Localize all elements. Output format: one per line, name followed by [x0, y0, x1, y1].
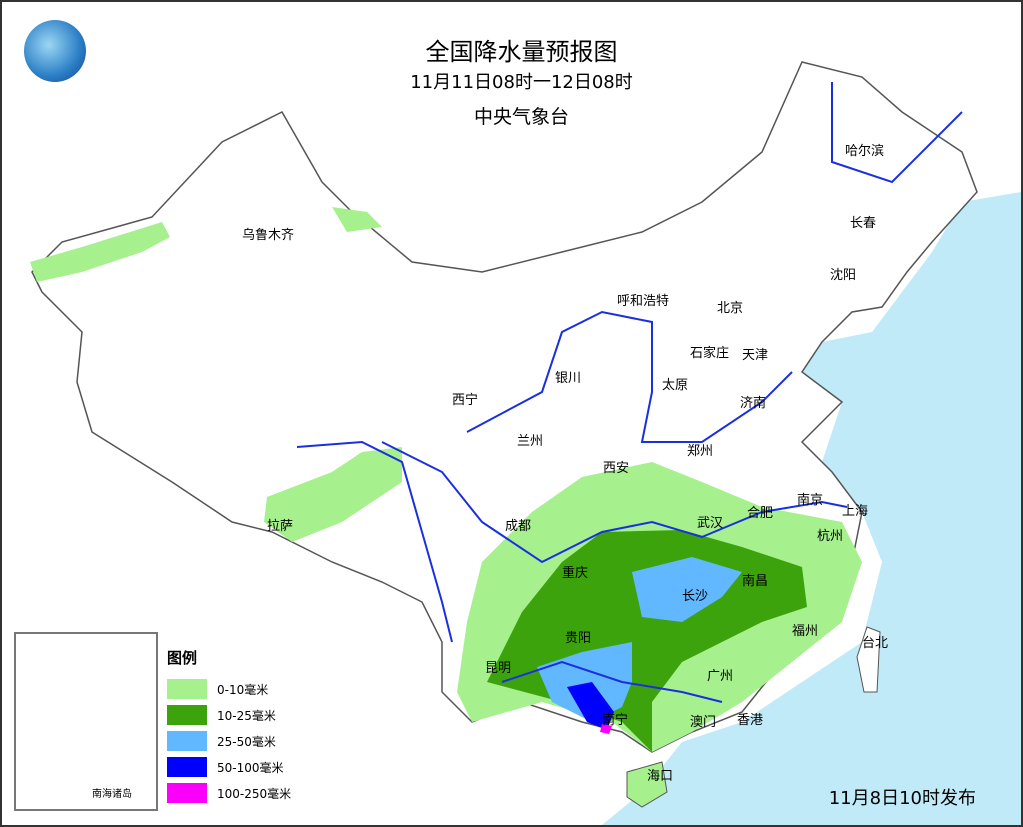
city-label: 乌鲁木齐: [242, 227, 294, 243]
precip-50-100: [567, 682, 614, 730]
rivers: [296, 82, 963, 703]
legend-label: 0-10毫米: [217, 682, 269, 697]
legend-swatch: [167, 783, 207, 803]
map-title: 全国降水量预报图: [425, 38, 618, 66]
city-label: 澳门: [690, 714, 716, 730]
legend-swatch: [167, 705, 207, 725]
south-china-sea-inset: [14, 632, 158, 811]
sea: [602, 192, 1021, 825]
forecast-period: 11月11日08时一12日08时: [410, 72, 633, 93]
legend-swatch: [167, 731, 207, 751]
city-label: 台北: [862, 636, 888, 651]
city-label: 南宁: [602, 712, 628, 728]
legend-label: 10-25毫米: [217, 708, 276, 723]
inset-label: 南海诸岛: [92, 789, 132, 800]
city-label: 郑州: [687, 444, 713, 459]
city-label: 呼和浩特: [617, 294, 669, 309]
city-label: 银川: [555, 371, 581, 386]
city-label: 上海: [842, 504, 868, 519]
city-label: 沈阳: [830, 268, 856, 283]
legend-label: 100-250毫米: [217, 786, 292, 801]
city-label: 哈尔滨: [845, 143, 884, 159]
issuer: 中央气象台: [473, 106, 569, 128]
city-label: 西宁: [452, 392, 478, 408]
city-label: 武汉: [697, 516, 723, 531]
legend: 图例 0-10毫米 10-25毫米 25-50毫米 50-100毫米 100-2…: [167, 647, 291, 806]
city-label: 广州: [707, 669, 733, 684]
legend-item: 50-100毫米: [167, 754, 291, 780]
city-label: 成都: [505, 519, 531, 534]
city-label: 合肥: [747, 506, 773, 521]
taiwan: [856, 626, 881, 693]
city-label: 济南: [740, 395, 766, 411]
hainan: [626, 761, 668, 808]
city-label: 西安: [603, 461, 629, 476]
legend-title: 图例: [167, 649, 198, 667]
legend-swatch: [167, 757, 207, 777]
city-label: 贵阳: [565, 631, 591, 646]
city-label: 太原: [662, 378, 688, 393]
legend-label: 25-50毫米: [217, 734, 276, 749]
legend-item: 10-25毫米: [167, 702, 291, 728]
city-label: 天津: [742, 348, 768, 363]
city-label: 北京: [717, 301, 743, 316]
city-label: 拉萨: [267, 519, 293, 534]
city-label: 重庆: [562, 565, 588, 581]
city-label: 福州: [792, 624, 818, 639]
city-label: 南京: [797, 492, 823, 508]
city-label: 香港: [737, 713, 763, 728]
cma-logo: [24, 20, 86, 82]
legend-item: 0-10毫米: [167, 676, 291, 702]
city-label: 石家庄: [690, 345, 729, 361]
precip-100-250: [600, 724, 612, 734]
issue-time: 11月8日10时发布: [828, 788, 976, 809]
legend-item: 100-250毫米: [167, 780, 291, 806]
legend-swatch: [167, 679, 207, 699]
city-label: 长沙: [682, 589, 708, 604]
city-label: 南昌: [742, 573, 768, 589]
city-label: 昆明: [485, 661, 511, 676]
legend-label: 50-100毫米: [217, 760, 284, 775]
city-label: 海口: [647, 769, 673, 784]
city-label: 杭州: [817, 529, 843, 544]
legend-item: 25-50毫米: [167, 728, 291, 754]
city-label: 兰州: [517, 434, 543, 449]
city-label: 长春: [850, 216, 876, 231]
city-labels: 乌鲁木齐 哈尔滨 长春 沈阳 呼和浩特 北京 石家庄 天津 银川 太原 西宁 济…: [242, 143, 888, 784]
